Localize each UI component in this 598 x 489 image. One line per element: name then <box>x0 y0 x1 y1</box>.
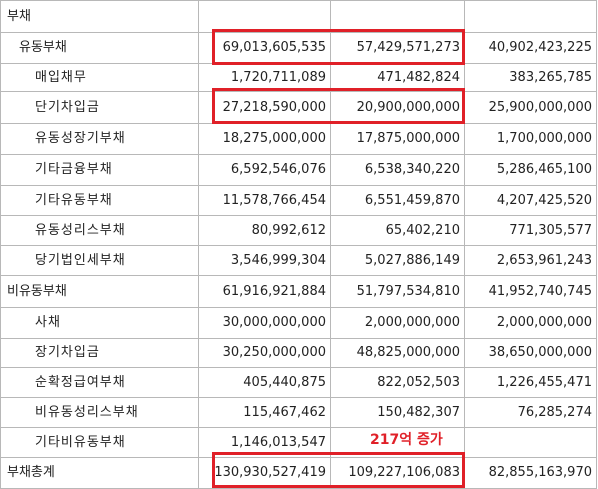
value-col-2: 109,227,106,083 <box>331 458 465 489</box>
value-col-3 <box>465 0 597 33</box>
row-label: 사채 <box>0 308 199 339</box>
value-col-3: 82,855,163,970 <box>465 458 597 489</box>
value-col-1: 69,013,605,535 <box>199 33 331 64</box>
row-label: 유동성리스부채 <box>0 216 199 246</box>
value-col-1: 1,720,711,089 <box>199 64 331 92</box>
value-col-1: 11,578,766,454 <box>199 186 331 216</box>
value-col-1 <box>199 0 331 33</box>
value-col-2: 6,538,340,220 <box>331 155 465 186</box>
value-col-2: 57,429,571,273 <box>331 33 465 64</box>
value-col-2: 2,000,000,000 <box>331 308 465 339</box>
row-label: 유동부채 <box>0 33 199 64</box>
value-col-3: 41,952,740,745 <box>465 276 597 308</box>
row-label: 유동성장기부채 <box>0 124 199 155</box>
value-col-1: 405,440,875 <box>199 368 331 398</box>
value-col-3: 76,285,274 <box>465 398 597 428</box>
value-col-2: 471,482,824 <box>331 64 465 92</box>
table-row: 단기차입금 27,218,590,000 20,900,000,000 25,900,… <box>0 92 598 124</box>
row-label: 비유동성리스부채 <box>0 398 199 428</box>
row-label: 장기차입금 <box>0 339 199 368</box>
value-col-3: 1,700,000,000 <box>465 124 597 155</box>
value-col-2 <box>331 428 465 458</box>
row-label: 당기법인세부채 <box>0 246 199 276</box>
value-col-1: 130,930,527,419 <box>199 458 331 489</box>
value-col-3: 771,305,577 <box>465 216 597 246</box>
value-col-3: 25,900,000,000 <box>465 92 597 124</box>
table-row: 기타유동부채 11,578,766,454 6,551,459,870 4,207,4… <box>0 186 598 216</box>
value-col-1: 115,467,462 <box>199 398 331 428</box>
value-col-3: 5,286,465,100 <box>465 155 597 186</box>
row-label: 기타비유동부채 <box>0 428 199 458</box>
table-row: 비유동성리스부채 115,467,462 150,482,307 76,285,274 <box>0 398 598 428</box>
row-label: 부채 <box>0 0 199 33</box>
increase-annotation: 217억 증가 <box>370 432 443 448</box>
value-col-2: 150,482,307 <box>331 398 465 428</box>
value-col-2 <box>331 0 465 33</box>
table-row: 유동성장기부채 18,275,000,000 17,875,000,000 1,700… <box>0 124 598 155</box>
table-row: 장기차입금 30,250,000,000 48,825,000,000 38,650,… <box>0 339 598 368</box>
table-row: 유동성리스부채 80,992,612 65,402,210 771,305,577 <box>0 216 598 246</box>
value-col-1: 18,275,000,000 <box>199 124 331 155</box>
row-label: 매입채무 <box>0 64 199 92</box>
row-label: 순확정급여부채 <box>0 368 199 398</box>
table-row: 당기법인세부채 3,546,999,304 5,027,886,149 2,653,9… <box>0 246 598 276</box>
value-col-3: 38,650,000,000 <box>465 339 597 368</box>
value-col-1: 3,546,999,304 <box>199 246 331 276</box>
value-col-2: 20,900,000,000 <box>331 92 465 124</box>
table-row: 비유동부채 61,916,921,884 51,797,534,810 41,952,… <box>0 276 598 308</box>
value-col-2: 822,052,503 <box>331 368 465 398</box>
value-col-3: 4,207,425,520 <box>465 186 597 216</box>
row-label: 비유동부채 <box>0 276 199 308</box>
row-label: 단기차입금 <box>0 92 199 124</box>
value-col-2: 65,402,210 <box>331 216 465 246</box>
value-col-1: 30,250,000,000 <box>199 339 331 368</box>
value-col-2: 6,551,459,870 <box>331 186 465 216</box>
value-col-3: 40,902,423,225 <box>465 33 597 64</box>
table-row: 기타비유동부채 1,146,013,547 <box>0 428 598 458</box>
table-row: 순확정급여부채 405,440,875 822,052,503 1,226,455,4… <box>0 368 598 398</box>
value-col-1: 6,592,546,076 <box>199 155 331 186</box>
value-col-2: 5,027,886,149 <box>331 246 465 276</box>
table-row: 부채 <box>0 0 598 33</box>
table-row: 기타금융부채 6,592,546,076 6,538,340,220 5,286,46… <box>0 155 598 186</box>
value-col-1: 1,146,013,547 <box>199 428 331 458</box>
value-col-1: 27,218,590,000 <box>199 92 331 124</box>
row-label: 부채총계 <box>0 458 199 489</box>
row-label: 기타유동부채 <box>0 186 199 216</box>
value-col-2: 48,825,000,000 <box>331 339 465 368</box>
row-label: 기타금융부채 <box>0 155 199 186</box>
value-col-1: 80,992,612 <box>199 216 331 246</box>
value-col-3: 2,000,000,000 <box>465 308 597 339</box>
table-row: 유동부채 69,013,605,535 57,429,571,273 40,902,4… <box>0 33 598 64</box>
table-row: 사채 30,000,000,000 2,000,000,000 2,000,000,0… <box>0 308 598 339</box>
value-col-1: 30,000,000,000 <box>199 308 331 339</box>
value-col-3 <box>465 428 597 458</box>
value-col-2: 51,797,534,810 <box>331 276 465 308</box>
value-col-1: 61,916,921,884 <box>199 276 331 308</box>
value-col-3: 1,226,455,471 <box>465 368 597 398</box>
table-row: 매입채무 1,720,711,089 471,482,824 383,265,785 <box>0 64 598 92</box>
value-col-2: 17,875,000,000 <box>331 124 465 155</box>
table-row: 부채총계 130,930,527,419 109,227,106,083 82,855… <box>0 458 598 489</box>
value-col-3: 383,265,785 <box>465 64 597 92</box>
value-col-3: 2,653,961,243 <box>465 246 597 276</box>
